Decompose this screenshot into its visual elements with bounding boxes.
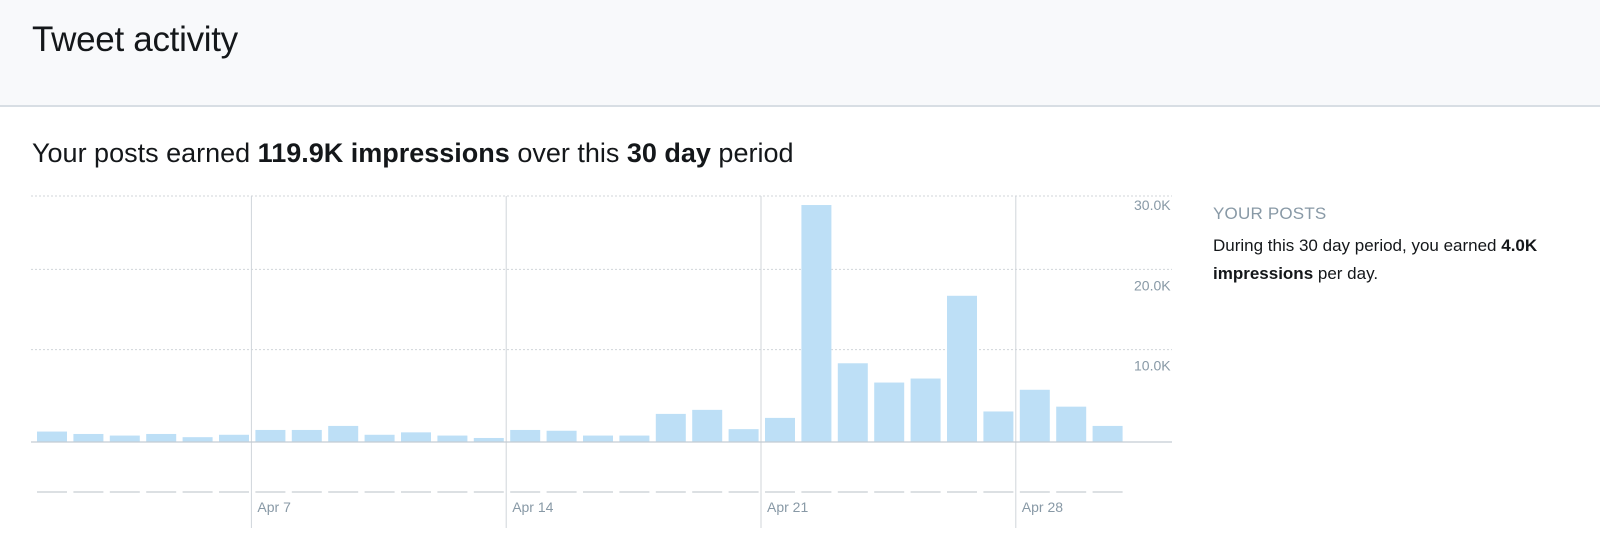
y-tick-label: 30.0K [1134,197,1171,213]
bar [619,435,650,442]
impressions-summary: Your posts earned 119.9K impressions ove… [32,138,793,169]
desc-prefix: During this 30 day period, you earned [1213,236,1502,255]
page-header: Tweet activity [0,0,1600,107]
bar [947,295,977,442]
bar [910,378,941,442]
bar [219,434,249,442]
bar [328,425,359,442]
x-tick-label: Apr 14 [512,499,553,515]
bar [583,435,613,442]
bar [364,434,395,442]
bar [655,413,686,442]
bar [546,430,577,442]
bar [1056,406,1087,442]
x-tick-label: Apr 7 [257,499,291,515]
summary-impressions: 119.9K impressions [257,138,510,168]
bar [473,437,504,442]
bar [37,431,67,442]
page-title: Tweet activity [32,20,238,59]
bar [1019,389,1050,442]
y-tick-label: 20.0K [1134,277,1171,293]
bar [146,433,177,442]
bar [983,411,1014,442]
x-tick-label: Apr 28 [1022,499,1063,515]
summary-suffix: period [710,138,794,168]
bar [510,429,541,442]
summary-middle: over this [509,138,627,168]
bar [692,409,723,442]
desc-value: 4.0K impressions [1213,236,1538,283]
your-posts-panel: YOUR POSTS During this 30 day period, yo… [1213,204,1593,288]
bar [182,437,213,442]
desc-suffix: per day. [1313,264,1379,283]
bar [109,435,140,442]
summary-period: 30 day [626,138,711,168]
bar [437,435,468,442]
summary-prefix: Your posts earned [32,138,258,168]
bar [255,429,286,442]
bar [801,205,832,442]
your-posts-description: During this 30 day period, you earned 4.… [1213,232,1593,288]
bar [73,433,104,442]
bar [837,363,868,442]
y-tick-label: 10.0K [1134,358,1171,374]
bar [765,417,795,442]
bar [728,429,759,442]
bar [874,382,905,442]
bar [291,429,322,442]
x-tick-label: Apr 21 [767,499,808,515]
your-posts-heading: YOUR POSTS [1213,204,1327,223]
bar [401,432,431,442]
impressions-chart: 10.0K 20.0K 30.0K Apr 7 Apr 14 Apr 21 Apr 28 [31,195,1172,528]
bar [1092,425,1123,442]
